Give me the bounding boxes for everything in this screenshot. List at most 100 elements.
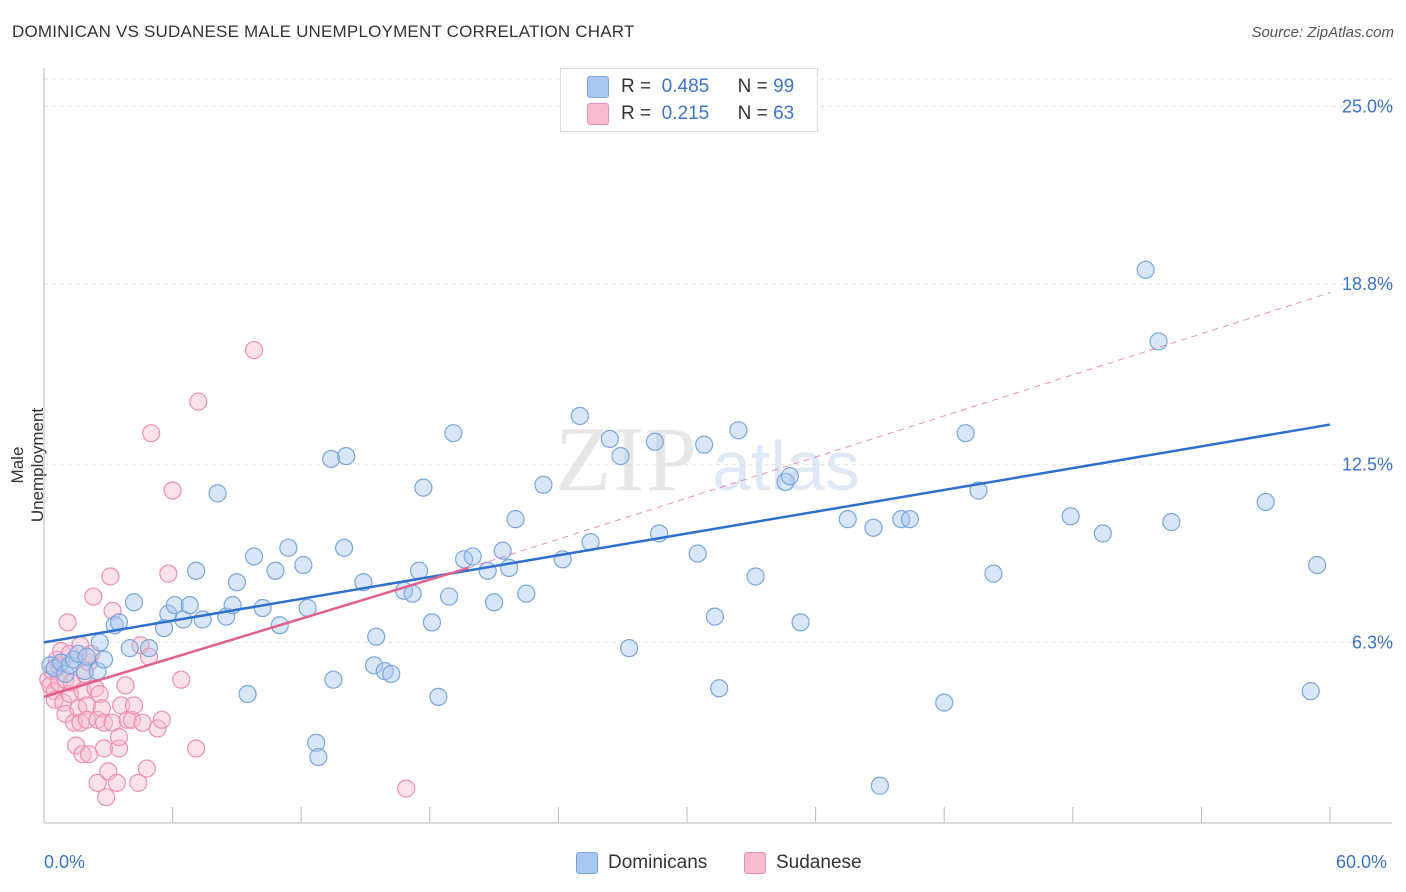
data-point — [159, 564, 178, 583]
data-point — [463, 547, 482, 566]
data-point — [705, 607, 724, 626]
data-point — [517, 584, 536, 603]
data-point — [77, 647, 96, 666]
legend-row-dominicans: R = 0.485 N = 99 — [587, 75, 794, 99]
data-point — [266, 561, 285, 580]
data-point — [90, 633, 109, 652]
data-point — [97, 788, 116, 807]
data-point — [103, 601, 122, 620]
legend-swatch-blue — [576, 852, 598, 874]
data-point — [322, 449, 341, 469]
data-point — [165, 596, 184, 615]
data-point — [935, 693, 954, 712]
data-point — [84, 587, 103, 606]
data-point — [729, 421, 748, 440]
data-point — [56, 664, 75, 684]
data-point — [864, 518, 883, 537]
data-point — [493, 541, 512, 560]
data-point — [397, 779, 416, 798]
data-point — [324, 670, 343, 689]
data-point — [1149, 332, 1168, 351]
legend-r-label: R = — [621, 103, 652, 124]
data-point — [94, 739, 114, 758]
data-point — [444, 424, 463, 443]
data-point — [364, 656, 384, 675]
data-point — [139, 639, 159, 658]
stats-legend: R = 0.485 N = 99 R = 0.215 N = 63 — [560, 68, 818, 132]
data-point — [279, 538, 298, 557]
data-point — [645, 432, 664, 451]
data-point — [1256, 492, 1275, 512]
legend-label-sudanese: Sudanese — [776, 852, 862, 873]
data-point — [58, 613, 77, 632]
legend-n-label: N = — [737, 103, 768, 124]
data-point — [367, 627, 386, 646]
legend-swatch-blue — [587, 76, 609, 98]
legend-r-label: R = — [621, 76, 652, 97]
data-point — [189, 392, 208, 411]
data-point — [107, 773, 126, 792]
data-point — [600, 429, 619, 449]
data-point — [1308, 555, 1327, 575]
data-point — [120, 639, 139, 658]
data-point — [137, 759, 156, 778]
legend-item-sudanese[interactable]: Sudanese — [744, 852, 862, 874]
data-point — [73, 745, 92, 764]
legend-swatch-pink — [587, 103, 609, 125]
trend-line-sudanese — [43, 566, 469, 699]
legend-r-value: 0.485 — [661, 76, 710, 97]
data-point — [124, 593, 144, 612]
data-point — [75, 661, 94, 681]
data-point — [77, 710, 96, 729]
data-point — [570, 406, 589, 426]
data-point — [688, 544, 707, 563]
data-point — [244, 340, 264, 360]
data-point — [244, 547, 264, 566]
data-point — [294, 555, 313, 575]
data-point — [984, 564, 1003, 583]
data-point — [109, 727, 129, 747]
data-point — [253, 598, 272, 618]
data-point — [307, 733, 326, 752]
data-point — [77, 696, 96, 715]
x-tick-label-min: 0.0% — [44, 852, 86, 872]
legend-label-dominicans: Dominicans — [608, 852, 708, 873]
y-tick-label: 25.0% — [1342, 96, 1393, 116]
legend-n-value: 63 — [773, 103, 795, 124]
data-point — [534, 475, 553, 494]
data-point — [152, 710, 171, 729]
data-point — [969, 481, 988, 500]
data-point — [172, 670, 191, 689]
data-point — [422, 613, 442, 632]
data-point — [429, 687, 448, 706]
data-point — [506, 510, 525, 529]
data-point — [163, 481, 182, 500]
data-point — [116, 676, 135, 695]
data-point — [142, 424, 161, 443]
legend-item-dominicans[interactable]: Dominicans — [576, 852, 707, 874]
y-tick-label: 18.8% — [1342, 274, 1393, 294]
data-point — [208, 484, 227, 503]
data-point — [122, 710, 141, 729]
data-point — [238, 684, 257, 704]
data-point — [1093, 524, 1112, 543]
data-point — [88, 773, 107, 792]
data-point — [439, 587, 459, 606]
data-point — [1301, 682, 1320, 701]
x-tick-label-max: 60.0% — [1336, 852, 1388, 872]
data-point — [1136, 260, 1155, 279]
data-point — [710, 679, 729, 698]
data-point — [414, 478, 433, 497]
legend-n-value: 99 — [773, 76, 795, 97]
data-point — [309, 747, 328, 767]
data-point — [870, 776, 890, 795]
legend-swatch-pink — [744, 852, 766, 874]
data-point — [478, 561, 497, 580]
data-point — [1162, 512, 1181, 532]
data-point — [94, 650, 114, 669]
trend-line-dominicans — [43, 423, 1331, 644]
data-point — [227, 573, 246, 592]
data-point — [124, 696, 144, 715]
trend-extension-sudanese — [468, 292, 1331, 569]
